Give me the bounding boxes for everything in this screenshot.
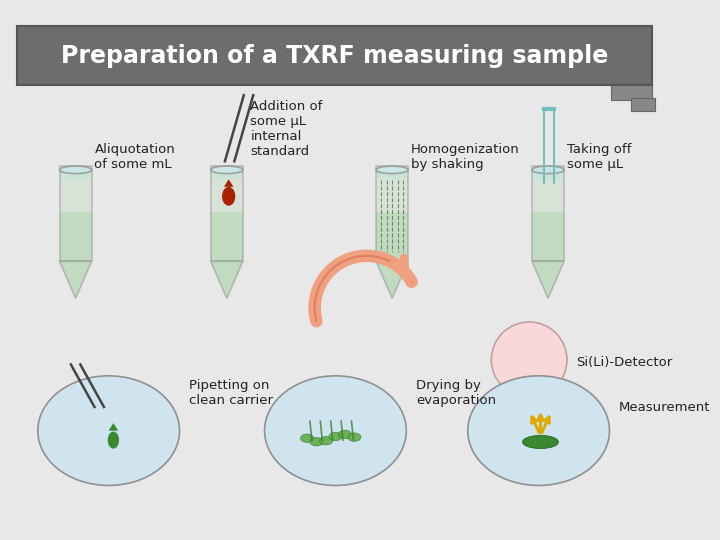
Circle shape	[491, 322, 567, 397]
Text: Si(Li)-Detector: Si(Li)-Detector	[577, 356, 672, 369]
Bar	[211, 170, 243, 179]
Bar	[532, 170, 564, 179]
Text: Homogenization
by shaking: Homogenization by shaking	[411, 143, 520, 171]
Ellipse shape	[338, 430, 351, 438]
Ellipse shape	[310, 437, 323, 446]
Text: Drying by
evaporation: Drying by evaporation	[415, 379, 496, 407]
Bar	[60, 170, 91, 179]
Bar	[211, 212, 243, 261]
Text: Taking off
some μL: Taking off some μL	[567, 143, 631, 171]
Ellipse shape	[300, 434, 314, 442]
FancyBboxPatch shape	[631, 98, 654, 111]
Bar	[532, 166, 564, 261]
FancyBboxPatch shape	[611, 85, 652, 100]
Polygon shape	[532, 261, 564, 298]
Ellipse shape	[264, 376, 406, 485]
Ellipse shape	[376, 166, 408, 174]
FancyBboxPatch shape	[17, 26, 652, 85]
Polygon shape	[60, 261, 91, 298]
Ellipse shape	[108, 431, 119, 449]
Ellipse shape	[320, 436, 333, 445]
Bar	[376, 212, 408, 261]
Polygon shape	[60, 261, 91, 298]
Bar	[60, 166, 91, 261]
Ellipse shape	[329, 433, 342, 441]
Ellipse shape	[468, 376, 610, 485]
Ellipse shape	[523, 435, 559, 449]
Bar	[60, 212, 91, 261]
Bar	[532, 212, 564, 261]
Bar	[376, 166, 408, 261]
Ellipse shape	[348, 433, 361, 441]
Text: Pipetting on
clean carrier: Pipetting on clean carrier	[189, 379, 273, 407]
Text: Aliquotation
of some mL: Aliquotation of some mL	[94, 143, 175, 171]
Polygon shape	[376, 261, 408, 298]
Ellipse shape	[37, 376, 179, 485]
Ellipse shape	[222, 187, 235, 206]
Bar	[211, 166, 243, 261]
Polygon shape	[211, 261, 243, 298]
Ellipse shape	[60, 166, 91, 174]
Polygon shape	[532, 261, 564, 298]
Polygon shape	[376, 261, 408, 298]
Ellipse shape	[532, 166, 564, 174]
Text: Preparation of a TXRF measuring sample: Preparation of a TXRF measuring sample	[61, 44, 608, 68]
Polygon shape	[224, 179, 233, 187]
Ellipse shape	[211, 166, 243, 174]
Polygon shape	[211, 261, 243, 298]
Polygon shape	[109, 423, 118, 430]
Text: Measurement: Measurement	[619, 401, 711, 414]
Text: Addition of
some μL
internal
standard: Addition of some μL internal standard	[251, 100, 323, 159]
Bar	[376, 170, 408, 179]
